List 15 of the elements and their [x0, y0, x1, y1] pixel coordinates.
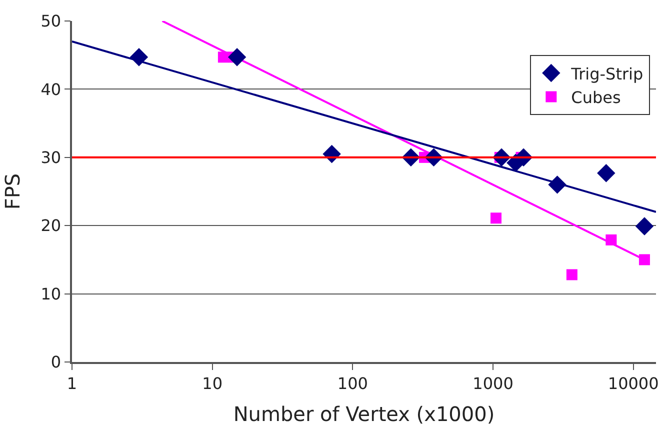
legend-label: Cubes [571, 88, 621, 108]
y-tick-label: 30 [40, 148, 62, 167]
y-axis-title: FPS [0, 173, 25, 210]
x-axis-title: Number of Vertex (x1000) [233, 402, 495, 426]
y-tick-label: 0 [50, 352, 62, 372]
x-tick-label: 1 [66, 374, 78, 393]
legend-label: Trig-Strip [570, 64, 644, 84]
x-tick-label: 100 [337, 374, 368, 393]
y-tick-label: 20 [40, 216, 62, 236]
x-tick-label: 10000 [608, 374, 659, 393]
x-tick-label: 10 [202, 374, 223, 393]
y-tick-label: 40 [40, 80, 62, 99]
x-tick-label: 1000 [472, 374, 514, 393]
y-tick-label: 10 [40, 284, 62, 304]
y-tick-label: 50 [40, 12, 62, 31]
